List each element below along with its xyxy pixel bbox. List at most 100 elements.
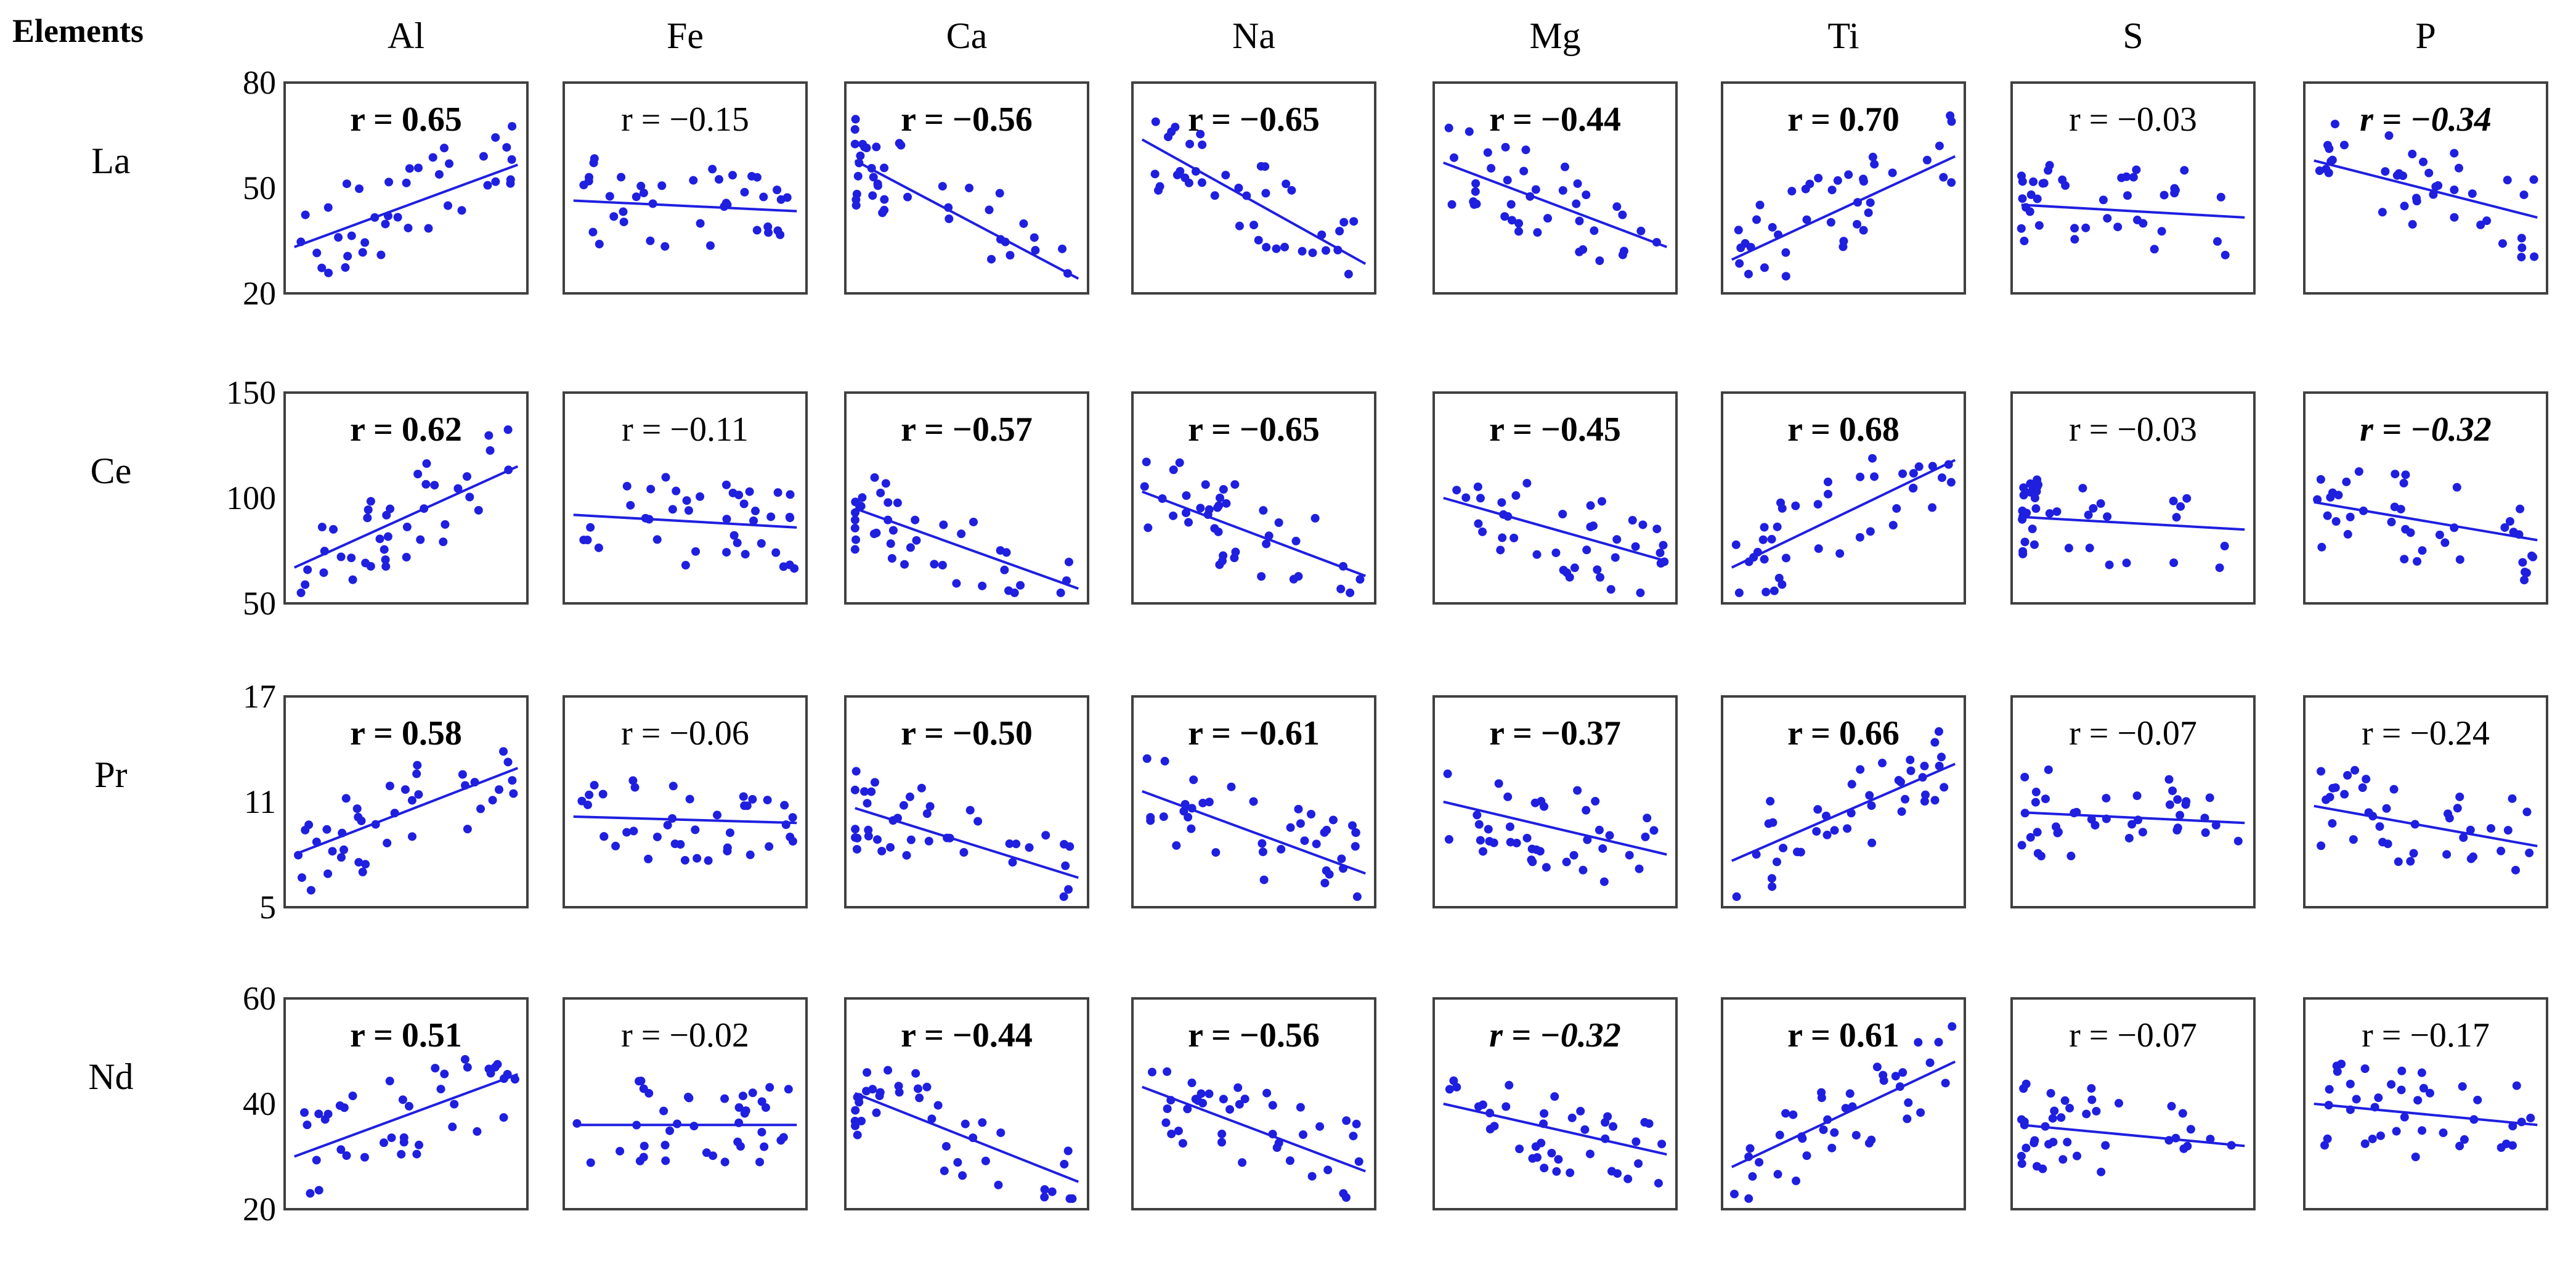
data-point <box>1768 222 1777 232</box>
data-point <box>507 155 516 164</box>
data-point <box>1184 518 1193 527</box>
data-point <box>1819 1125 1828 1135</box>
data-point <box>436 1085 445 1094</box>
data-point <box>864 825 873 834</box>
panel-pr-mg: r = −0.37 <box>1432 695 1678 908</box>
data-point <box>2454 163 2463 173</box>
panel-frame <box>2303 695 2548 908</box>
data-point <box>2522 807 2532 817</box>
data-point <box>1205 798 1214 807</box>
data-point <box>599 832 609 841</box>
data-point <box>2220 250 2230 259</box>
data-point <box>416 535 425 544</box>
data-point <box>939 520 948 529</box>
panel-la-mg: r = −0.44 <box>1432 81 1678 295</box>
data-point <box>958 1171 967 1180</box>
regression-line <box>2021 203 2245 219</box>
correlation-label: r = −0.65 <box>1188 100 1320 139</box>
data-point <box>1625 851 1634 860</box>
data-point <box>2057 1113 2066 1122</box>
data-point <box>2331 516 2341 526</box>
data-point <box>1778 504 1787 513</box>
data-point <box>2026 190 2036 199</box>
data-point <box>1299 1130 1308 1140</box>
data-point <box>2205 793 2214 802</box>
data-point <box>2505 516 2514 526</box>
data-point <box>2078 484 2087 493</box>
data-point <box>924 836 933 846</box>
data-point <box>381 562 391 571</box>
data-point <box>1612 535 1622 544</box>
data-point <box>1476 836 1485 845</box>
data-point <box>867 787 876 796</box>
data-point <box>421 479 431 489</box>
data-point <box>2182 797 2191 806</box>
data-point <box>933 1101 943 1110</box>
data-point <box>1219 485 1228 494</box>
data-point <box>486 1069 495 1078</box>
data-point <box>893 498 902 507</box>
data-point <box>405 164 414 173</box>
data-point <box>2389 785 2399 794</box>
data-point <box>851 201 861 210</box>
data-point <box>1595 573 1604 582</box>
data-point <box>995 189 1004 198</box>
data-point <box>1582 190 1591 200</box>
data-point <box>2360 1139 2370 1148</box>
data-point <box>2418 1126 2427 1135</box>
data-point <box>1914 1038 1923 1047</box>
data-point <box>1935 141 1944 150</box>
data-point <box>1198 798 1208 807</box>
correlation-label: r = −0.61 <box>1188 714 1320 753</box>
data-point <box>1586 522 1595 531</box>
data-point <box>413 470 423 479</box>
data-point <box>2476 220 2485 229</box>
data-point <box>1355 575 1365 584</box>
data-point <box>1187 824 1196 833</box>
data-point <box>1217 1129 1227 1138</box>
panel-nd-al: r = 0.51 <box>283 997 529 1210</box>
data-point <box>1540 1109 1549 1118</box>
data-point <box>1322 825 1331 834</box>
data-point <box>2370 1103 2379 1112</box>
correlation-label: r = −0.11 <box>622 410 749 449</box>
data-point <box>1002 548 1011 557</box>
data-point <box>355 184 364 194</box>
data-point <box>384 177 394 187</box>
panel-la-na: r = −0.65 <box>1131 81 1376 295</box>
data-point <box>2085 544 2094 553</box>
data-point <box>764 228 773 237</box>
data-point <box>1503 176 1512 185</box>
data-point <box>917 783 926 793</box>
data-point <box>1352 1119 1361 1128</box>
correlation-label: r = 0.61 <box>1787 1016 1899 1055</box>
panel-pr-p: r = −0.24 <box>2303 695 2548 908</box>
data-point <box>2102 814 2111 823</box>
data-point <box>2358 783 2367 792</box>
data-point <box>2530 252 2539 261</box>
data-point <box>1501 142 1510 152</box>
data-point <box>2052 507 2062 516</box>
data-point <box>352 804 362 814</box>
data-point <box>1853 219 1862 229</box>
data-point <box>616 1146 625 1156</box>
data-point <box>1063 1146 1073 1156</box>
data-point <box>2458 1082 2467 1091</box>
data-point <box>1904 1098 1913 1108</box>
data-point <box>1888 168 1897 177</box>
data-point <box>1521 145 1530 155</box>
data-point <box>361 558 370 568</box>
data-point <box>2030 1138 2039 1148</box>
data-point <box>2434 181 2443 190</box>
data-point <box>1631 1137 1641 1146</box>
data-point <box>2020 809 2030 818</box>
data-point <box>1187 1079 1197 1088</box>
data-point <box>1315 1122 1325 1131</box>
data-point <box>959 848 969 857</box>
data-point <box>850 139 859 149</box>
data-point <box>733 538 742 547</box>
data-point <box>2473 1095 2482 1104</box>
data-point <box>2520 576 2529 585</box>
data-point <box>884 498 893 507</box>
data-point <box>2150 245 2159 254</box>
